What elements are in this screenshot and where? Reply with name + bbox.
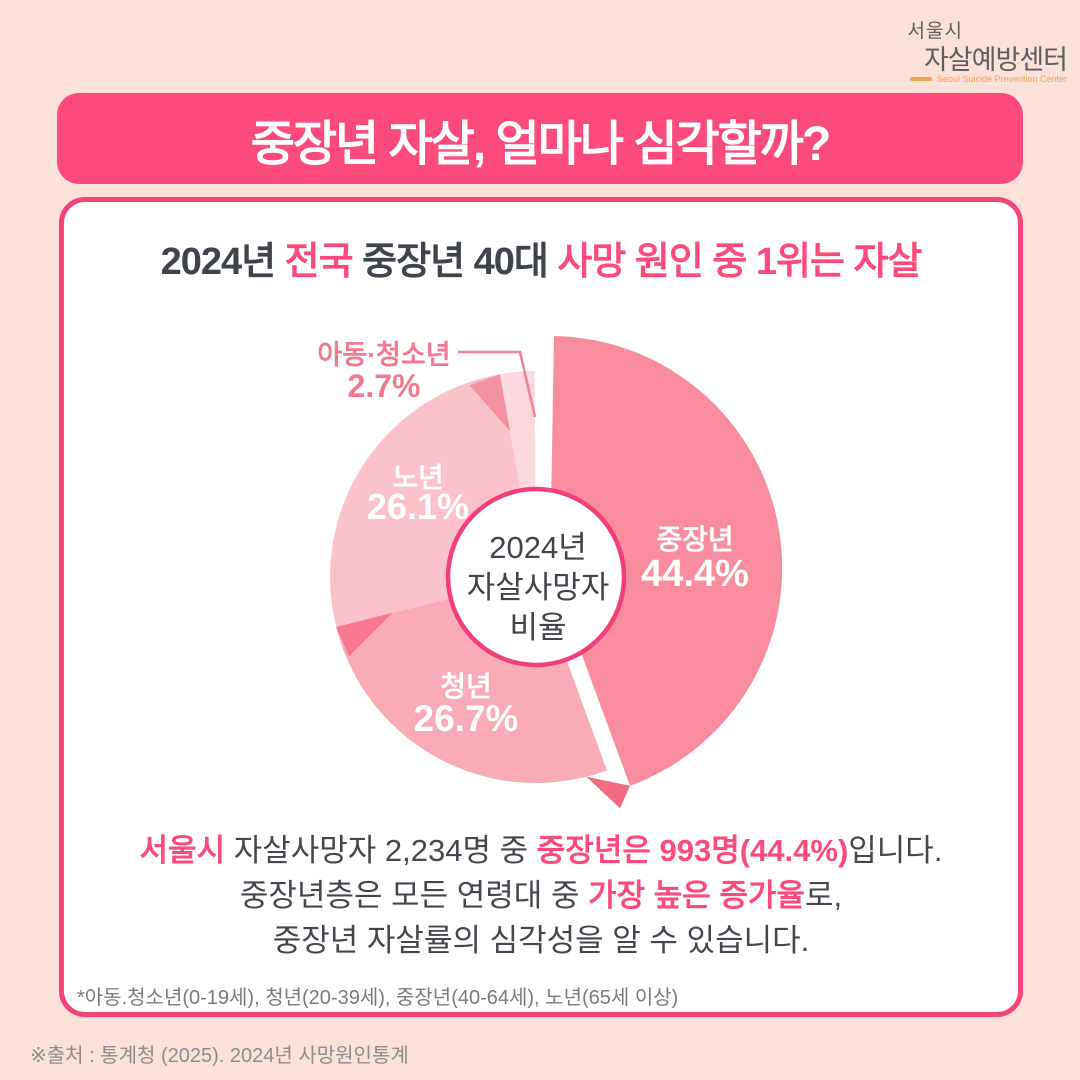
header-banner: 중장년 자살, 얼마나 심각할까? <box>57 93 1023 184</box>
slice-label-3: 아동·청소년 <box>317 340 450 370</box>
logo-subtitle-row: Seoul Suicide Prevention Center <box>909 74 1067 84</box>
pie-center-circle <box>445 486 627 668</box>
fold-shade-bottom <box>586 776 630 809</box>
body-line-3: 중장년 자살률의 심각성을 알 수 있습니다. <box>272 923 810 958</box>
slice-value-0: 44.4% <box>641 553 749 595</box>
pie-slice-0 <box>550 336 783 786</box>
logo-name-text: 자살예방센터 <box>923 45 1068 75</box>
body-line-2: 중장년층은 모든 연령대 중 가장 높은 증가율로, <box>239 878 843 913</box>
pie-center-text-2: 비율 <box>509 610 566 645</box>
org-logo: 서울시 자살예방센터 Seoul Suicide Prevention Cent… <box>907 16 1068 90</box>
slice-label-1: 청년 <box>440 671 492 702</box>
slice-value-1: 26.7% <box>414 698 519 739</box>
pie-center-text-1: 자살사망자 <box>467 570 610 605</box>
slice-value-2: 26.1% <box>367 486 469 527</box>
fold-shade-left <box>336 612 393 657</box>
body-line-1: 서울시 자살사망자 2,234명 중 중장년은 993명(44.4%)입니다. <box>139 833 943 868</box>
logo-dash-icon <box>909 77 932 81</box>
slice-label-0: 중장년 <box>656 524 733 555</box>
leader-line <box>458 350 537 418</box>
fold-shade-top <box>469 374 511 432</box>
slice-label-2: 노년 <box>392 462 444 493</box>
age-definition-footnote: *아동.청소년(0-19세), 청년(20-39세), 중장년(40-64세),… <box>77 987 679 1009</box>
subtitle-text: 2024년 전국 중장년 40대 사망 원인 중 1위는 자살 <box>160 236 923 288</box>
source-note: ※출처 : 통계청 (2025). 2024년 사망원인통계 <box>30 1045 409 1067</box>
body-text: 서울시 자살사망자 2,234명 중 중장년은 993명(44.4%)입니다. … <box>59 828 1023 963</box>
logo-city-text: 서울시 <box>907 21 963 42</box>
slice-value-3: 2.7% <box>348 368 421 404</box>
subtitle-parts: 2024년 전국 중장년 40대 사망 원인 중 1위는 자살 <box>160 241 923 283</box>
page-title: 중장년 자살, 얼마나 심각할까? <box>250 117 832 171</box>
subtitle-row: 2024년 전국 중장년 40대 사망 원인 중 1위는 자살 <box>59 236 1023 288</box>
pie-center-text-0: 2024년 <box>489 530 586 565</box>
logo-subtitle-text: Seoul Suicide Prevention Center <box>936 74 1067 84</box>
